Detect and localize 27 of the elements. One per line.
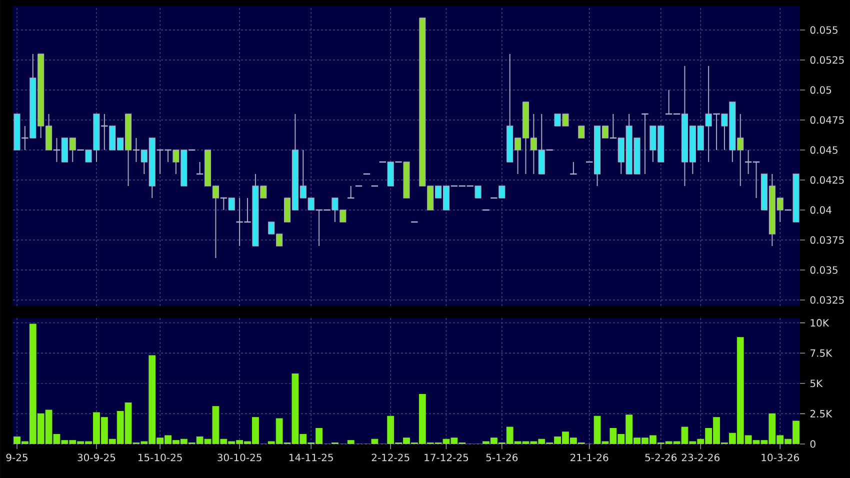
x-tick-label: 30-10-25: [218, 454, 262, 462]
x-tick-label: 23-2-26: [682, 454, 720, 462]
x-tick-label: 5-1-26: [486, 454, 518, 462]
y-tick-label: 7.5K: [810, 349, 832, 357]
y-tick-label: 0.055: [810, 26, 838, 34]
y-tick-label: 0.04: [810, 206, 832, 214]
y-tick-label: 5K: [810, 380, 823, 388]
x-tick-label: 15-10-25: [138, 454, 182, 462]
y-tick-label: 0.0325: [810, 296, 844, 304]
x-tick-label: 5-2-26: [645, 454, 677, 462]
x-tick-label: 17-12-25: [424, 454, 468, 462]
y-tick-label: 0.0375: [810, 236, 844, 244]
x-tick-label: 14-11-25: [290, 454, 333, 462]
y-tick-label: 2.5K: [810, 410, 832, 418]
y-tick-label: 0: [810, 440, 816, 448]
y-tick-label: 0.0525: [810, 56, 844, 64]
y-tick-label: 0.045: [810, 146, 838, 154]
y-tick-label: 0.035: [810, 266, 838, 274]
x-tick-label: 2-12-25: [372, 454, 410, 462]
x-tick-label: 9-25: [6, 454, 28, 462]
x-tick-label: 10-3-26: [762, 454, 799, 462]
x-tick-label: 21-1-26: [570, 454, 608, 462]
y-tick-label: 0.0425: [810, 176, 844, 184]
y-tick-label: 0.0475: [810, 116, 844, 124]
y-tick-label: 0.05: [810, 86, 832, 94]
y-tick-label: 10K: [810, 319, 830, 327]
x-tick-label: 30-9-25: [78, 454, 116, 462]
